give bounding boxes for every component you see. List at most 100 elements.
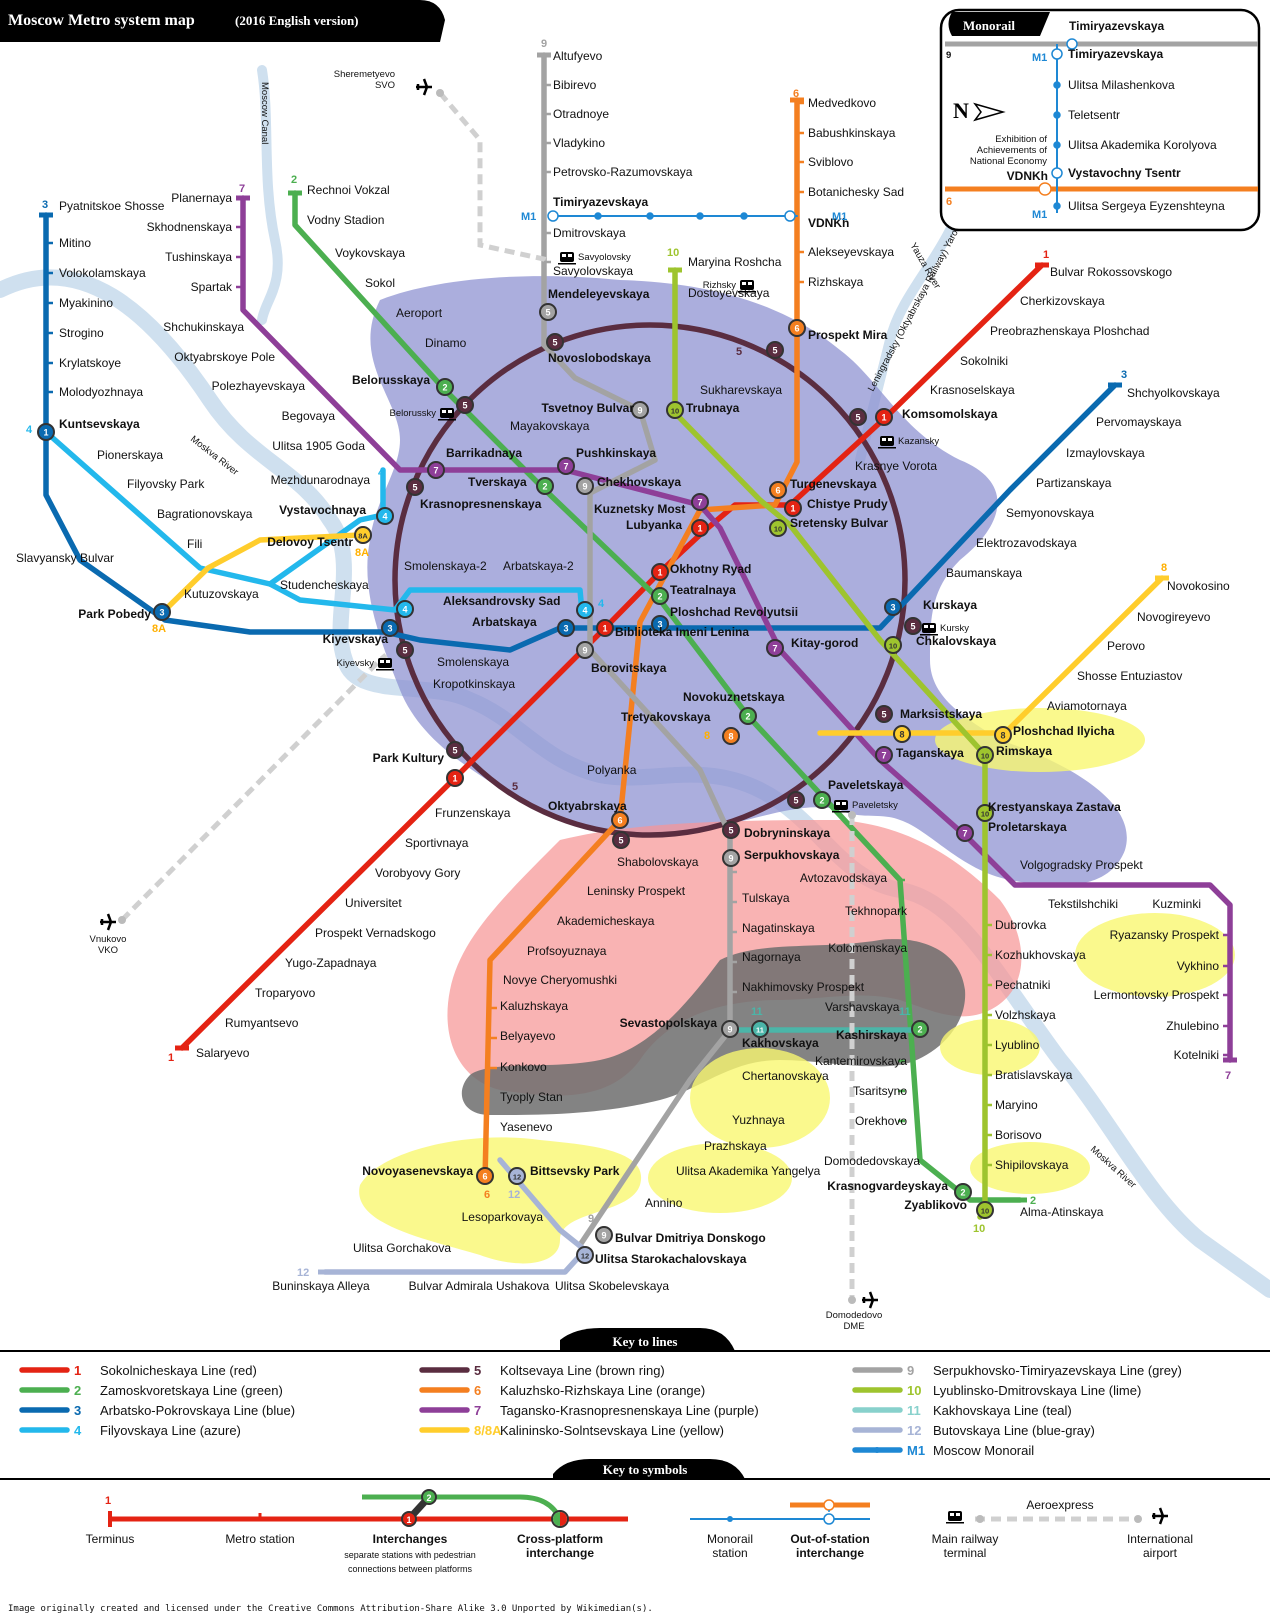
station-label-smolenskaya: Smolenskaya: [437, 655, 509, 669]
inset-station-label-0: Timiryazevskaya: [1068, 47, 1164, 61]
interchange-kiyevskaya-4: [396, 600, 414, 618]
inset-line9-num: 9: [946, 50, 951, 61]
station-label-chekhovskaya: Chekhovskaya: [597, 475, 681, 489]
station-label-yugo: Yugo-Zapadnaya: [285, 956, 377, 970]
station-label-biblioteka: Biblioteka Imeni Lenina: [615, 625, 749, 639]
key-line-num-2: 2: [74, 1383, 81, 1398]
station-label-okhotny: Okhotny Ryad: [670, 562, 751, 576]
station-label-vladykino: Vladykino: [553, 136, 605, 150]
interchange-num-komsomolskaya-1: 1: [881, 413, 886, 423]
station-label-bagrationovskaya: Bagrationovskaya: [157, 507, 253, 521]
station-label-studencheskaya: Studencheskaya: [280, 578, 369, 592]
station-label-krestyanskaya: Krestyanskaya Zastava: [988, 800, 1121, 814]
station-label-otradnoye: Otradnoye: [553, 107, 609, 121]
airplane-icon: [1152, 1507, 1168, 1525]
key-line-num-11: 11: [907, 1403, 921, 1418]
station-label-vdnkh: VDNKh: [808, 216, 849, 230]
terminus-5: [236, 195, 250, 201]
train-icon-paveletsky: [832, 800, 850, 813]
interchange-num-paveletskaya-5: 5: [793, 796, 798, 806]
station-label-kiyevskaya: Kiyevskaya: [323, 632, 389, 646]
station-label-arbatskaya2: Arbatskaya-2: [503, 559, 574, 573]
key-monorail-box: Monorail station: [707, 1532, 753, 1560]
monorail-station-0: [547, 210, 559, 222]
interchange-num-oktyabrskaya-5: 5: [618, 836, 623, 846]
station-label-slavyansky: Slavyansky Bulvar: [16, 551, 114, 565]
interchange-num-vystavochnaya: 4: [382, 512, 387, 522]
key-line-label-11: Kakhovskaya Line (teal): [933, 1403, 1072, 1418]
station-label-aeroport: Aeroport: [396, 306, 443, 320]
interchange-kuznetsky: [691, 493, 709, 511]
station-label-fili: Fili: [187, 537, 202, 551]
key-line-label-4: Filyovskaya Line (azure): [100, 1423, 241, 1438]
key-line-num-1: 1: [74, 1363, 81, 1378]
line-num-4-center: 4: [598, 598, 605, 610]
yellow-zone-lyublino: [940, 1019, 1040, 1075]
station-label-dobryninskaya: Dobryninskaya: [744, 826, 830, 840]
interchange-delovoy: [354, 526, 372, 544]
station-label-nakhimovsky: Nakhimovsky Prospekt: [742, 980, 865, 994]
interchange-num-zyablikovo: 10: [981, 1207, 989, 1216]
key-line-num-12: 12: [907, 1423, 921, 1438]
inset-station-label-4: Vystavochny Tsentr: [1068, 166, 1181, 180]
key-crossplatform-box: Cross-platform interchange: [517, 1532, 603, 1560]
train-icon-kazansky: [878, 436, 896, 449]
station-label-begovaya: Begovaya: [282, 409, 336, 423]
north-arrow-icon: [973, 102, 1006, 122]
train-icon-rizhsky: [738, 280, 756, 293]
interchange-tretyakovskaya: [722, 727, 740, 745]
map-subtitle: (2016 English version): [235, 13, 359, 28]
railway-label-kazansky: Kazansky: [898, 436, 939, 447]
key-line-label-10: Lyublinsko-Dmitrovskaya Line (lime): [933, 1383, 1141, 1398]
interchange-prospekt-mira-5: [766, 341, 784, 359]
interchange-num-marksistskaya-8: 8: [899, 730, 904, 740]
license-footer: Image originally created and licensed un…: [8, 1604, 653, 1614]
station-label-spartak: Spartak: [191, 280, 233, 294]
station-label-cherkizovskaya: Cherkizovskaya: [1020, 294, 1105, 308]
interchange-krasnogvardeyskaya: [954, 1183, 972, 1201]
station-label-tekstilshchiki: Tekstilshchiki: [1048, 897, 1118, 911]
terminus-10: [1155, 575, 1169, 581]
station-label-preobrazhenskaya: Preobrazhenskaya Ploshchad: [990, 324, 1149, 338]
title-banner-bg: [0, 0, 445, 42]
line-4: [43, 429, 585, 615]
station-label-vodny: Vodny Stadion: [307, 213, 384, 227]
yellow-zone-shipilovskaya: [970, 1142, 1090, 1194]
interchange-num-park-pobedy: 3: [159, 608, 164, 618]
interchange-num-serpukhovskaya: 9: [728, 854, 733, 864]
inset-title-tab: [948, 12, 1050, 36]
station-label-prospekt_mira: Prospekt Mira: [808, 328, 888, 342]
line-num-1-top: 1: [1043, 249, 1049, 261]
interchange-aleksandrovsky: [576, 601, 594, 619]
key-crossplatform-green: [553, 1512, 560, 1526]
interchange-novoyasenevskaya: [476, 1167, 494, 1185]
key-line-label-1: Sokolnicheskaya Line (red): [100, 1363, 257, 1378]
station-label-baumanskaya: Baumanskaya: [946, 566, 1022, 580]
key-metro-station-label: Metro station: [225, 1532, 294, 1546]
interchange-komsomolskaya-5: [849, 408, 867, 426]
station-label-salaryevo: Salaryevo: [196, 1046, 250, 1060]
interchange-num-kuntsevskaya: 1: [43, 428, 48, 438]
key-line-num-6: 6: [474, 1383, 481, 1398]
station-label-krasnye_vorota: Krasnye Vorota: [855, 459, 937, 473]
inset-station-dot-5: [1053, 202, 1061, 210]
station-label-alma: Alma-Atinskaya: [1020, 1205, 1104, 1219]
station-label-komsomolskaya: Komsomolskaya: [902, 407, 998, 421]
terminus-8: [537, 52, 551, 58]
interchange-num-tverskaya: 2: [542, 482, 547, 492]
station-label-rumyantsevo: Rumyantsevo: [225, 1016, 299, 1030]
line-6: [482, 97, 800, 1183]
line-num-11-east: 11: [899, 1006, 911, 1018]
station-label-novogireyevo: Novogireyevo: [1137, 610, 1211, 624]
station-label-mitino: Mitino: [59, 236, 91, 250]
interchange-okhotny: [651, 563, 669, 581]
inset-title: Monorail: [963, 18, 1015, 33]
station-label-myakinino: Myakinino: [59, 296, 113, 310]
interchange-num-kurskaya-5: 5: [910, 622, 915, 632]
terminus-0: [1035, 262, 1049, 268]
station-label-akademika_yangelya: Ulitsa Akademika Yangelya: [676, 1164, 821, 1178]
interchange-num-kuznetsky: 7: [697, 498, 702, 508]
station-label-troparyovo: Troparyovo: [255, 986, 316, 1000]
station-label-bulvar_rok: Bulvar Rokossovskogo: [1050, 265, 1172, 279]
